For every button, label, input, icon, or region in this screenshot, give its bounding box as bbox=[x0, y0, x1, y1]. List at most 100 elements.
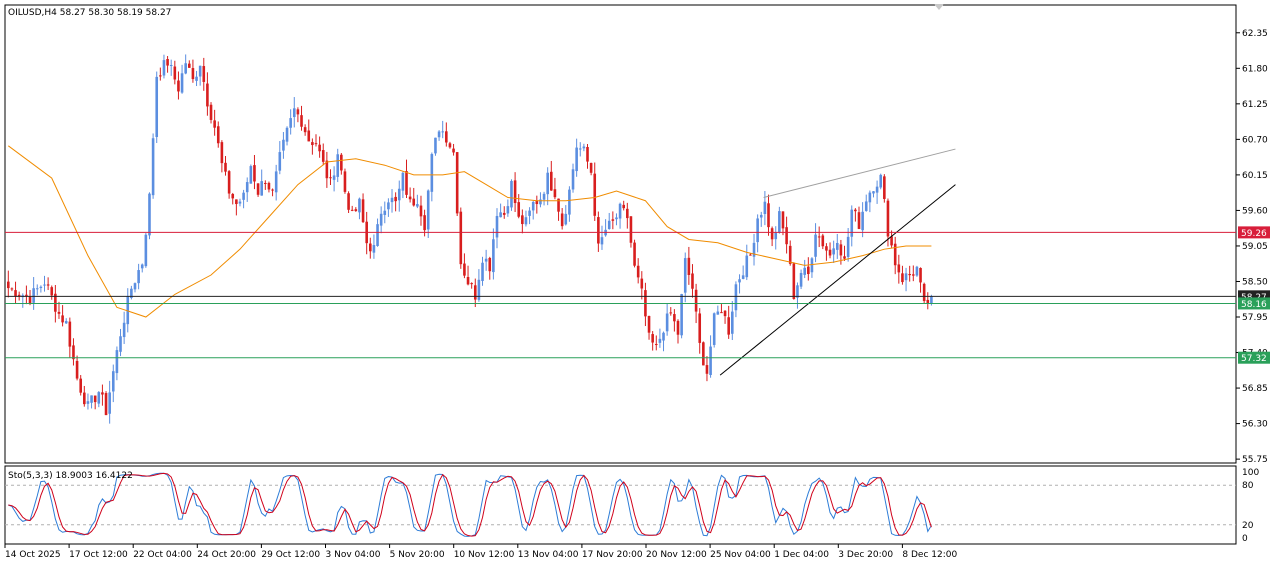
candle-body bbox=[492, 239, 495, 273]
candle-body bbox=[752, 242, 756, 257]
candle-body bbox=[394, 196, 397, 202]
candle-body bbox=[651, 334, 654, 343]
candle-body bbox=[568, 189, 571, 215]
candle-body bbox=[325, 160, 329, 179]
price-tick-label: 61.25 bbox=[1242, 100, 1268, 110]
candle-body bbox=[463, 263, 466, 276]
price-tick-label: 61.80 bbox=[1242, 64, 1268, 74]
candle-body bbox=[466, 276, 470, 285]
candle-body bbox=[600, 237, 604, 245]
candle-body bbox=[473, 285, 477, 300]
candle-body bbox=[180, 73, 184, 93]
candle-body bbox=[904, 273, 908, 281]
candle-body bbox=[470, 283, 473, 285]
candle-body bbox=[810, 258, 814, 273]
candle-body bbox=[256, 183, 260, 195]
stochastic-scale-label: 0 bbox=[1242, 534, 1248, 544]
candle-body bbox=[531, 201, 535, 211]
time-tick-label: 13 Nov 04:00 bbox=[518, 550, 579, 560]
candle-body bbox=[126, 296, 130, 325]
candle-body bbox=[101, 392, 104, 395]
candle-body bbox=[350, 209, 354, 211]
candle-body bbox=[321, 150, 325, 162]
candle-body bbox=[231, 193, 235, 199]
candle-body bbox=[930, 296, 933, 304]
candle-body bbox=[390, 197, 394, 203]
candle-body bbox=[897, 264, 901, 273]
candle-body bbox=[405, 171, 408, 195]
candle-body bbox=[14, 290, 17, 297]
candle-body bbox=[557, 198, 560, 212]
candle-body bbox=[188, 63, 191, 68]
time-tick-label: 8 Dec 12:00 bbox=[902, 550, 957, 560]
candle-body bbox=[57, 311, 61, 314]
candle-body bbox=[285, 127, 289, 142]
candle-body bbox=[166, 59, 169, 66]
candle-body bbox=[75, 360, 79, 379]
candle-body bbox=[506, 206, 510, 214]
candle-body bbox=[177, 80, 180, 92]
candle-body bbox=[387, 202, 390, 210]
candle-body bbox=[553, 189, 557, 198]
candle-body bbox=[528, 210, 531, 216]
time-tick-label: 10 Nov 12:00 bbox=[454, 550, 515, 560]
candle-body bbox=[502, 212, 506, 215]
time-tick-label: 17 Nov 20:00 bbox=[582, 550, 643, 560]
price-tag-bg bbox=[1238, 297, 1270, 310]
price-tag-label: 57.32 bbox=[1241, 354, 1267, 364]
candle-body bbox=[97, 392, 101, 404]
candle-body bbox=[763, 201, 767, 214]
candle-body bbox=[694, 289, 698, 312]
candle-body bbox=[864, 201, 868, 211]
candle-body bbox=[329, 177, 332, 179]
candle-body bbox=[25, 294, 28, 296]
candle-body bbox=[137, 270, 140, 284]
candle-body bbox=[191, 68, 195, 80]
candle-body bbox=[727, 317, 730, 335]
candle-body bbox=[683, 258, 687, 293]
candle-body bbox=[206, 83, 209, 107]
price-tick-label: 62.35 bbox=[1242, 29, 1268, 39]
candle-body bbox=[821, 235, 825, 247]
candle-body bbox=[731, 311, 734, 334]
candle-body bbox=[817, 236, 821, 238]
candle-body bbox=[455, 152, 459, 214]
candle-body bbox=[709, 346, 712, 375]
time-tick-label: 22 Oct 04:00 bbox=[133, 550, 192, 560]
price-tick-label: 57.95 bbox=[1242, 313, 1268, 323]
symbol-header: OILUSD,H4 58.27 58.30 58.19 58.27 bbox=[8, 8, 172, 18]
candle-body bbox=[741, 275, 745, 279]
candle-body bbox=[778, 211, 781, 233]
candle-body bbox=[597, 217, 600, 244]
moving-average-line bbox=[8, 145, 932, 318]
candle-body bbox=[582, 146, 586, 149]
channel-line bbox=[763, 148, 956, 198]
candle-body bbox=[673, 314, 676, 322]
candle-body bbox=[738, 279, 741, 283]
candle-body bbox=[419, 205, 423, 217]
candle-body bbox=[119, 336, 122, 352]
stochastic-scale-label: 20 bbox=[1242, 521, 1254, 531]
candle-body bbox=[133, 283, 137, 290]
candle-body bbox=[571, 169, 575, 190]
candle-body bbox=[749, 254, 752, 256]
candle-body bbox=[115, 350, 119, 374]
candle-body bbox=[184, 63, 187, 74]
candle-body bbox=[300, 115, 303, 127]
candle-body bbox=[524, 217, 528, 225]
candle-body bbox=[835, 242, 839, 250]
candle-body bbox=[238, 201, 242, 204]
candle-body bbox=[564, 213, 568, 225]
candle-body bbox=[647, 315, 651, 333]
candle-body bbox=[61, 315, 64, 323]
candle-body bbox=[745, 255, 749, 278]
price-tick-label: 55.75 bbox=[1242, 455, 1268, 465]
candle-body bbox=[575, 147, 578, 172]
candle-body bbox=[292, 108, 296, 118]
scroll-marker-icon[interactable] bbox=[934, 4, 944, 10]
candle-body bbox=[665, 313, 669, 332]
candle-body bbox=[111, 371, 115, 392]
candle-body bbox=[622, 204, 625, 209]
